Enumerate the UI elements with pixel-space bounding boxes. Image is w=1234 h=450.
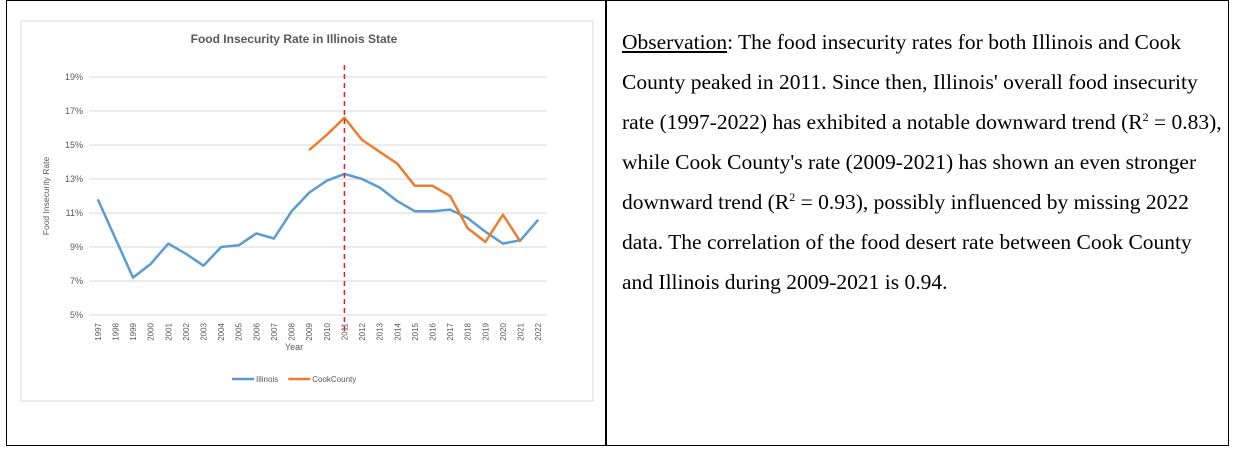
- line: [308, 116, 522, 244]
- superscript: 2: [789, 189, 796, 204]
- chart-frame: [20, 20, 594, 402]
- legend-label: CookCounty: [312, 375, 356, 384]
- x-tick-label: 2020: [499, 322, 508, 340]
- x-tick-label: 2008: [288, 322, 297, 340]
- x-tick-label: 2015: [411, 322, 420, 340]
- text: = 0.93), possibly influenced by missing …: [622, 190, 1192, 294]
- y-tick-label: 11%: [66, 208, 83, 218]
- superscript: 2: [1142, 109, 1149, 124]
- x-tick-label: 1997: [94, 322, 103, 340]
- y-tick-label: 19%: [65, 72, 83, 82]
- x-tick-label: 2018: [464, 322, 473, 340]
- text: = 0.83), while Cook County's rate (2009-…: [622, 110, 1222, 214]
- x-tick-label: 2002: [182, 322, 191, 340]
- y-tick-label: 15%: [65, 140, 83, 150]
- legend-label: Illinois: [256, 375, 278, 384]
- text: : The food insecurity rates for both Ill…: [622, 30, 1198, 134]
- x-tick-label: 1998: [111, 322, 120, 340]
- chart-title: Food Insecurity Rate in Illinois State: [191, 32, 398, 46]
- x-tick-label: 2013: [376, 322, 385, 340]
- x-tick-label: 2007: [270, 322, 279, 340]
- x-tick-label: 1999: [129, 322, 138, 340]
- chart-cell: Food Insecurity Rate in Illinois State Y…: [7, 1, 607, 445]
- y-tick-label: 9%: [70, 242, 83, 252]
- table: Food Insecurity Rate in Illinois State Y…: [6, 0, 1229, 446]
- x-tick-label: 2014: [393, 322, 402, 340]
- x-tick-label: 2001: [164, 322, 173, 340]
- y-axis-label: Food Insecurity Rate: [41, 157, 51, 236]
- chart: Food Insecurity Rate in Illinois State Y…: [20, 20, 594, 402]
- line: [96, 172, 540, 279]
- x-tick-label: 2017: [446, 322, 455, 340]
- x-tick-label: 2019: [481, 322, 490, 340]
- x-tick-label: 2011: [340, 322, 349, 340]
- y-tick-label: 5%: [70, 310, 83, 320]
- x-tick-label: 2016: [429, 322, 438, 340]
- x-tick-label: 2004: [217, 322, 226, 340]
- observation: Observation: The food insecurity rates f…: [622, 22, 1222, 302]
- x-tick-label: 2003: [200, 322, 209, 340]
- y-tick-label: 13%: [65, 174, 83, 184]
- y-tick-label: 17%: [65, 106, 83, 116]
- observation-label: Observation: [622, 30, 728, 54]
- x-tick-label: 2000: [147, 322, 156, 340]
- x-tick-label: 2005: [235, 322, 244, 340]
- x-tick-label: 2022: [534, 322, 543, 340]
- x-tick-label: 2012: [358, 322, 367, 340]
- x-tick-label: 2009: [305, 322, 314, 340]
- x-axis-label: Year: [285, 342, 303, 352]
- y-tick-label: 7%: [70, 276, 83, 286]
- x-tick-label: 2010: [323, 322, 332, 340]
- x-tick-label: 2006: [252, 322, 261, 340]
- x-tick-label: 2021: [517, 322, 526, 340]
